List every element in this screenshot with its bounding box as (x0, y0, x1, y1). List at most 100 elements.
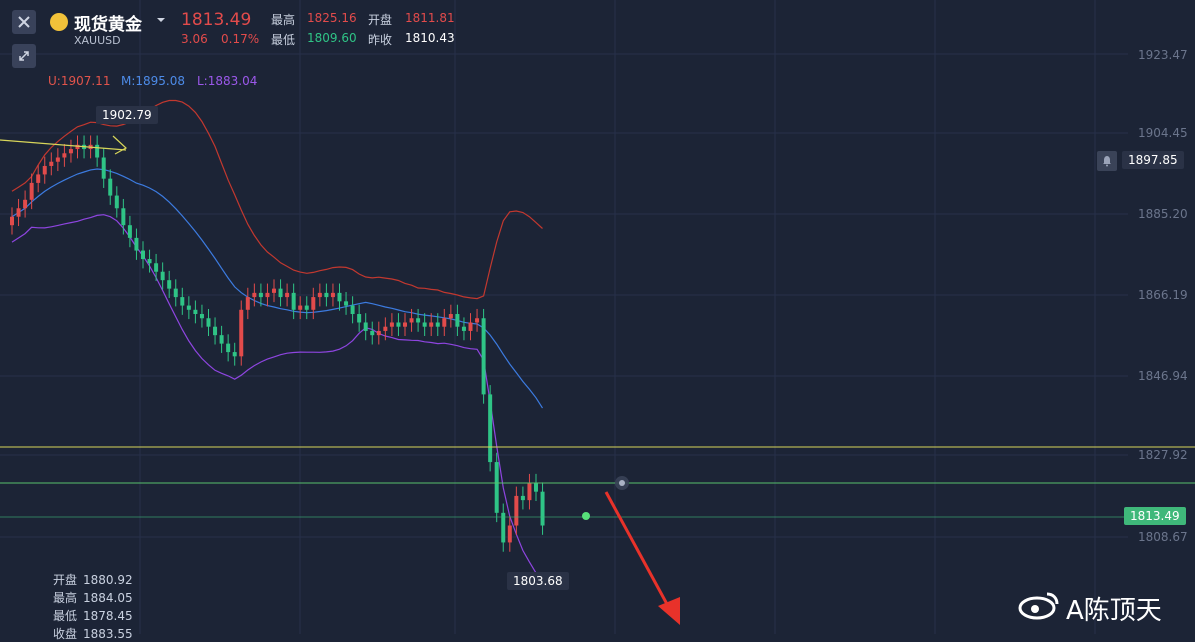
candle (507, 525, 512, 543)
y-axis-tick: 1866.19 (1138, 288, 1188, 302)
down-arrow-shaft (604, 491, 670, 607)
y-axis-tick: 1904.45 (1138, 126, 1188, 140)
candle (199, 314, 204, 319)
high-value: 1825.16 (307, 11, 357, 25)
candle (108, 178, 113, 196)
candle (245, 297, 250, 310)
candle (383, 326, 388, 331)
candle (416, 318, 421, 323)
price-change: 3.06 (181, 32, 208, 46)
open-label: 开盘 (368, 13, 393, 27)
candle (389, 322, 394, 327)
candle (514, 495, 519, 526)
candle (23, 199, 28, 209)
candle (101, 157, 106, 179)
candle (461, 326, 466, 331)
candle (540, 491, 545, 526)
candle (429, 322, 434, 327)
instrument-symbol: XAUUSD (74, 34, 121, 47)
candle (527, 483, 532, 501)
candle (494, 462, 499, 513)
instrument-name[interactable]: 现货黄金 (74, 15, 142, 35)
candle (455, 314, 460, 327)
alert-price-tag[interactable]: 1897.85 (1122, 151, 1184, 169)
candle (232, 352, 237, 357)
weibo-logo-icon (1017, 588, 1061, 620)
candle (75, 144, 80, 150)
candle (448, 314, 453, 319)
candle (337, 292, 342, 302)
watermark-text: A陈顶天 (1066, 596, 1162, 626)
candle (272, 288, 276, 293)
candle (311, 297, 316, 310)
expand-button[interactable] (12, 44, 36, 68)
candle (121, 208, 126, 226)
candle (55, 157, 60, 162)
candle (363, 322, 368, 331)
candle (173, 288, 178, 298)
expand-icon (19, 51, 29, 61)
candle (304, 305, 309, 310)
candle (422, 322, 427, 327)
y-axis-tick: 1808.67 (1138, 530, 1188, 544)
candle (317, 292, 322, 298)
high-point-label: 1902.79 (96, 106, 158, 124)
bottom-open-row: 开盘 1880.92 (53, 573, 133, 587)
candle (62, 153, 67, 158)
y-axis-tick: 1827.92 (1138, 448, 1188, 462)
candle (488, 394, 493, 463)
middle-band-line (11, 168, 544, 409)
live-price-dot (582, 512, 590, 520)
low-value: 1809.60 (307, 31, 357, 45)
candle (219, 335, 224, 344)
low-label: 最低 (271, 33, 296, 47)
overlay-annotations (0, 135, 680, 625)
candle (501, 512, 506, 543)
candle (370, 330, 375, 336)
candle (330, 292, 335, 298)
candle (376, 330, 381, 336)
close-button[interactable] (12, 10, 36, 34)
price-change-pct: 0.17% (221, 32, 260, 46)
low-point-label: 1803.68 (507, 572, 569, 590)
candle (324, 292, 329, 298)
candle (409, 318, 414, 323)
current-price: 1813.49 (181, 10, 252, 30)
gold-coin-icon (50, 13, 68, 31)
candle (435, 322, 440, 327)
candle (95, 144, 100, 158)
candle (442, 318, 447, 327)
bell-icon (1103, 156, 1111, 167)
candle (147, 259, 152, 264)
candle (114, 195, 119, 209)
drag-handle-dot (619, 480, 625, 486)
high-label: 最高 (271, 13, 296, 27)
current-price-tag: 1813.49 (1124, 507, 1186, 525)
candle (357, 314, 362, 323)
candle (350, 305, 355, 315)
alert-bell-button[interactable] (1097, 151, 1117, 171)
candle (278, 288, 283, 298)
candle (298, 305, 303, 310)
bottom-low-row: 最低 1878.45 (53, 609, 133, 623)
prev-close-value: 1810.43 (405, 31, 455, 45)
candle (193, 309, 198, 315)
bottom-high-row: 最高 1884.05 (53, 591, 133, 605)
candle (396, 322, 401, 327)
chevron-down-icon[interactable] (156, 16, 166, 24)
middle-band-legend: M:1895.08 (121, 74, 186, 88)
candle (68, 149, 73, 154)
candle (206, 318, 211, 327)
candle (49, 161, 54, 166)
candle (180, 297, 185, 306)
candle (534, 483, 538, 492)
trend-line (0, 139, 127, 151)
candle (213, 326, 218, 336)
candle (291, 292, 296, 310)
candlesticks (10, 135, 545, 552)
candle (160, 271, 165, 281)
candle (10, 216, 14, 226)
close-icon (18, 16, 30, 28)
candle (520, 495, 525, 501)
